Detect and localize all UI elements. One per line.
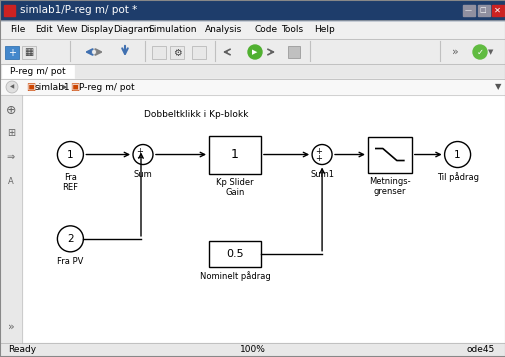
Text: Simulation: Simulation	[147, 25, 196, 34]
Text: ⊕: ⊕	[6, 104, 16, 116]
Text: »: »	[8, 322, 14, 332]
Bar	[209, 136, 261, 174]
Text: 2: 2	[67, 234, 74, 244]
Bar	[477, 5, 489, 16]
Bar	[0, 95, 22, 343]
Text: ▶: ▶	[252, 49, 257, 55]
Text: View: View	[57, 25, 78, 34]
Text: Display: Display	[80, 25, 113, 34]
Text: ▼: ▼	[487, 49, 493, 55]
Text: 1: 1	[453, 150, 460, 160]
Text: ▣: ▣	[70, 82, 79, 92]
Bar	[0, 0, 505, 20]
Text: □: □	[479, 7, 485, 13]
Circle shape	[312, 145, 331, 165]
Text: Dobbeltklikk i Kp-blokk: Dobbeltklikk i Kp-blokk	[144, 110, 248, 119]
Text: ⚙: ⚙	[172, 47, 181, 57]
Circle shape	[133, 145, 153, 165]
Text: Code: Code	[255, 25, 278, 34]
Text: +: +	[136, 146, 142, 156]
Text: Nominelt pådrag: Nominelt pådrag	[199, 271, 270, 281]
Circle shape	[57, 226, 83, 252]
Circle shape	[247, 45, 262, 59]
Text: +: +	[8, 47, 16, 57]
Bar	[4, 5, 15, 16]
Text: ◀: ◀	[10, 85, 14, 90]
Text: +: +	[315, 146, 321, 156]
Text: −: −	[136, 154, 143, 162]
Text: ▶: ▶	[62, 84, 67, 90]
Text: Metnings-
grenser: Metnings- grenser	[368, 176, 410, 196]
Text: Sum: Sum	[133, 170, 152, 178]
Text: Til pådrag: Til pådrag	[436, 172, 478, 182]
Text: P-reg m/ pot: P-reg m/ pot	[79, 82, 134, 91]
Text: Fra PV: Fra PV	[57, 257, 83, 266]
Text: ⊞: ⊞	[7, 128, 15, 138]
Text: Edit: Edit	[35, 25, 53, 34]
Text: Ready: Ready	[8, 346, 36, 355]
Text: —: —	[464, 7, 471, 13]
Text: Diagram: Diagram	[113, 25, 152, 34]
Text: Analysis: Analysis	[205, 25, 242, 34]
Bar	[367, 136, 411, 172]
Bar	[491, 5, 503, 16]
Text: Sum1: Sum1	[310, 170, 333, 178]
Bar	[287, 46, 299, 58]
Text: simlab1: simlab1	[35, 82, 71, 91]
Text: Fra
REF: Fra REF	[62, 172, 78, 192]
Circle shape	[444, 141, 470, 167]
Text: Help: Help	[314, 25, 334, 34]
Text: 100%: 100%	[239, 346, 266, 355]
Text: ✕: ✕	[492, 5, 499, 15]
Bar	[2, 65, 74, 78]
Bar	[22, 46, 36, 59]
Text: »: »	[451, 47, 458, 57]
Text: ode45: ode45	[466, 346, 494, 355]
Circle shape	[6, 81, 18, 93]
Bar	[0, 39, 505, 64]
Bar	[209, 241, 261, 267]
Text: Kp Slider
Gain: Kp Slider Gain	[216, 177, 254, 197]
Text: 1: 1	[231, 148, 238, 161]
Text: ▼: ▼	[494, 82, 500, 91]
Bar	[462, 5, 474, 16]
Text: 0.5: 0.5	[226, 249, 243, 259]
Circle shape	[472, 45, 486, 59]
Text: File: File	[10, 25, 25, 34]
Bar	[0, 79, 505, 95]
Text: ✓: ✓	[476, 47, 483, 56]
Text: ▦: ▦	[24, 47, 33, 57]
Text: simlab1/P-reg m/ pot *: simlab1/P-reg m/ pot *	[20, 5, 137, 15]
Text: +: +	[315, 154, 321, 162]
Text: ▣: ▣	[26, 82, 35, 92]
Bar	[0, 64, 505, 79]
Bar	[152, 46, 166, 59]
Bar	[0, 20, 505, 39]
Bar	[5, 46, 19, 59]
Text: P-reg m/ pot: P-reg m/ pot	[10, 67, 66, 76]
Bar	[0, 343, 505, 357]
Bar	[170, 46, 184, 59]
Bar	[191, 46, 206, 59]
Text: 1: 1	[67, 150, 74, 160]
Bar	[22, 95, 505, 343]
Text: A: A	[8, 176, 14, 186]
Text: Tools: Tools	[280, 25, 302, 34]
Text: ⇒: ⇒	[7, 152, 15, 162]
Circle shape	[57, 141, 83, 167]
